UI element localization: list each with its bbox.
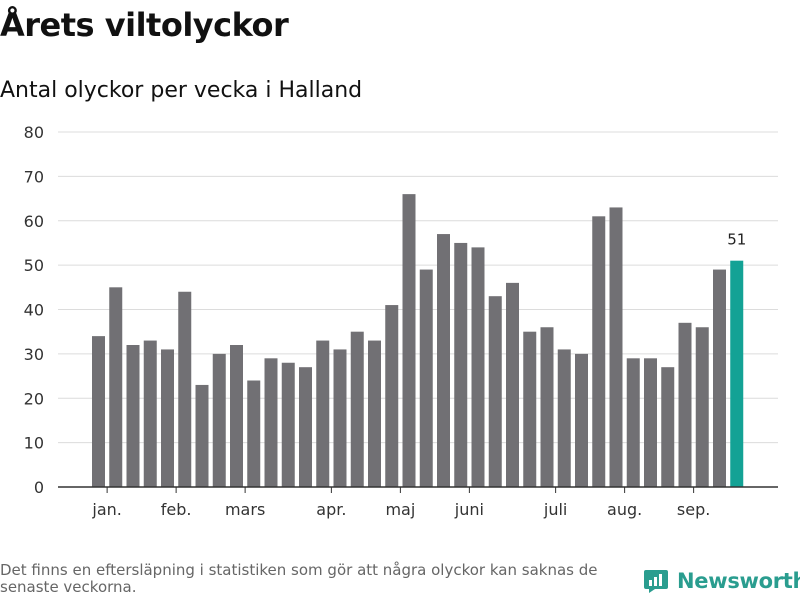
bar [385,305,399,487]
bar [230,345,243,487]
x-tick-label: feb. [161,500,192,519]
footnote: Det finns en eftersläpning i statistiken… [0,561,598,596]
x-tick-label: juni [454,500,484,519]
bar [661,367,675,487]
y-tick-label: 50 [24,256,44,275]
x-tick-label: jan. [91,500,121,519]
y-tick-label: 30 [24,345,44,364]
bar [316,340,330,487]
bar [92,336,105,487]
y-tick-label: 70 [24,167,44,186]
gridlines [58,131,778,444]
chart-subtitle: Antal olyckor per vecka i Halland [0,78,363,103]
bar [126,345,140,487]
bar [333,349,347,487]
bar [299,367,312,487]
bar [109,287,123,487]
bar [575,353,588,487]
bar [540,327,554,487]
x-tick-label: sep. [677,500,710,519]
y-tick-label: 40 [24,301,44,320]
y-axis-ticks: 0 10 20 30 40 50 60 70 80 [24,123,44,497]
bar [161,349,174,487]
bar [592,216,606,487]
x-tick-label: maj [385,500,415,519]
x-tick-label: mars [225,500,265,519]
bar [212,353,226,487]
bar [609,207,623,487]
x-tick-label: juli [543,500,567,519]
bar [350,331,364,487]
y-tick-label: 60 [24,212,44,231]
bar [678,322,692,487]
bar [264,358,278,487]
highlight-data-label: 51 [727,231,746,249]
bar [368,340,381,487]
data-labels: 51 [727,231,746,249]
y-tick-label: 20 [24,389,44,408]
bar [488,296,502,487]
bar [419,269,433,487]
bars [92,194,744,487]
bar [713,269,726,487]
bar [143,340,157,487]
bar [695,327,709,487]
bar [626,358,640,487]
bar [506,282,519,487]
bar [281,362,295,487]
brand-name: Newsworthy [677,569,800,593]
bar [454,242,468,487]
bar [523,331,537,487]
x-tick-label: aug. [607,500,642,519]
bar [178,291,192,487]
y-tick-label: 0 [34,478,44,497]
bar [644,358,657,487]
bar-highlight [730,260,744,487]
bar [402,194,416,487]
x-axis: jan. feb. mars apr. maj juni juli aug. sep. [58,486,778,519]
bar [557,349,571,487]
y-tick-label: 80 [24,123,44,142]
bar [247,380,261,487]
bar [437,234,450,487]
chart-title: Årets viltolyckor [0,6,289,44]
newsworthy-icon [644,570,668,593]
y-tick-label: 10 [24,434,44,453]
bar [195,384,209,487]
bar-chart: 0 10 20 30 40 50 60 70 80 jan. feb. mars apr. maj jun… [24,123,778,519]
bar [471,247,485,487]
x-tick-label: apr. [316,500,346,519]
brand-logo[interactable]: Newsworthy [643,568,800,594]
